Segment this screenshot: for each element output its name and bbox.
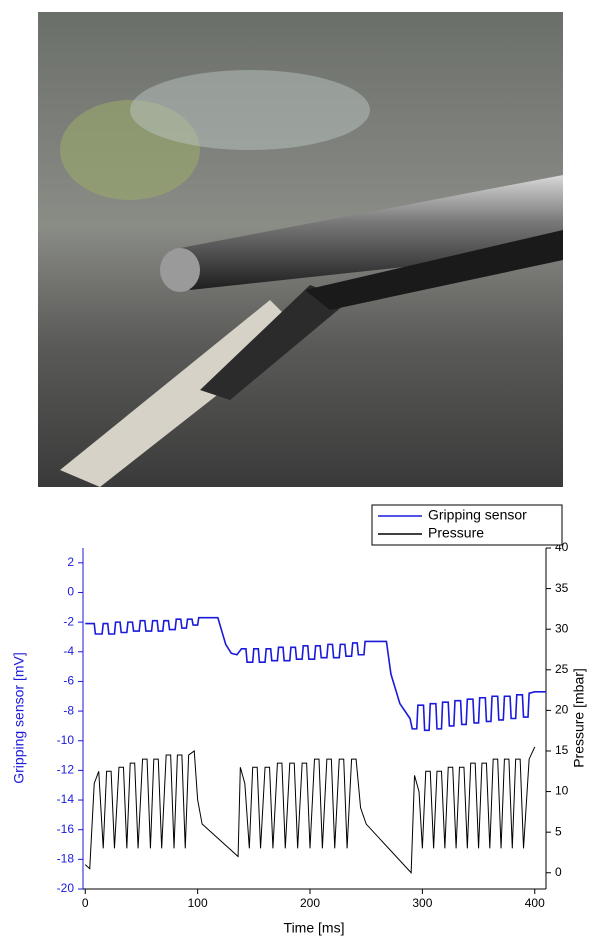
y-tick-label: -6: [63, 674, 74, 688]
y2-axis-label: Pressure [mbar]: [571, 668, 587, 768]
y-tick-label: 0: [67, 585, 74, 599]
x-tick-label: 100: [188, 896, 208, 910]
x-axis-label: Time [ms]: [284, 920, 345, 936]
x-tick-label: 300: [412, 896, 432, 910]
y2-tick-label: 10: [555, 784, 569, 798]
y2-tick-label: 5: [555, 824, 562, 838]
y-tick-label: 2: [67, 555, 74, 569]
y-tick-label: -12: [57, 763, 75, 777]
y2-tick-label: 25: [555, 662, 569, 676]
series-line: [85, 618, 546, 731]
y-tick-label: -14: [57, 792, 75, 806]
photo: [38, 12, 563, 487]
y-tick-label: -16: [57, 822, 75, 836]
y-tick-label: -2: [63, 614, 74, 628]
page: {"chart_data": {"type": "line", "xlabel"…: [0, 0, 592, 943]
x-tick-label: 0: [82, 896, 89, 910]
y-tick-label: -20: [57, 881, 75, 895]
chart: Gripping sensor [mV] Pressure [mbar] Tim…: [11, 652, 587, 935]
x-tick-label: 200: [300, 896, 320, 910]
y2-tick-label: 0: [555, 865, 562, 879]
y-tick-label: -4: [63, 644, 74, 658]
y-tick-label: -10: [57, 733, 75, 747]
series-line: [85, 747, 535, 873]
y2-tick-label: 15: [555, 743, 569, 757]
y2-tick-label: 20: [555, 703, 569, 717]
legend-label: Pressure: [428, 525, 484, 541]
legend-label: Gripping sensor: [428, 507, 527, 523]
x-tick-label: 400: [525, 896, 545, 910]
y-axis-label: Gripping sensor [mV]: [11, 652, 27, 784]
y-tick-label: -18: [57, 852, 75, 866]
y2-tick-label: 35: [555, 581, 569, 595]
y-tick-label: -8: [63, 703, 74, 717]
y2-tick-label: 30: [555, 621, 569, 635]
figure: Gripping sensor [mV] Pressure [mbar] Tim…: [0, 0, 592, 943]
